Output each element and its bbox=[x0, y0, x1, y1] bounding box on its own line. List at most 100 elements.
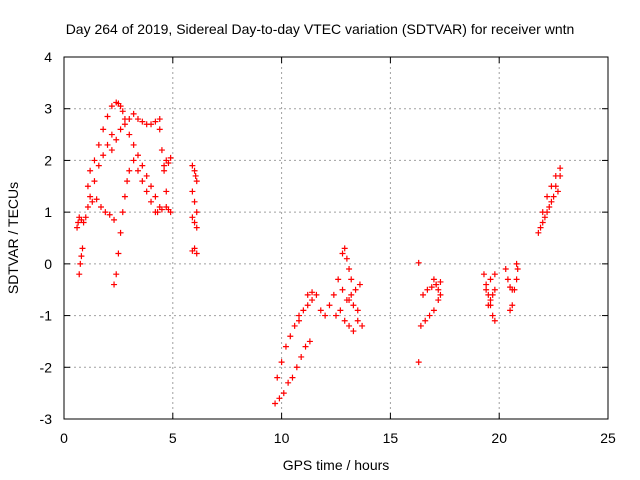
data-point bbox=[117, 103, 124, 110]
y-tick-label: 4 bbox=[44, 49, 52, 65]
data-point bbox=[134, 116, 141, 123]
data-point bbox=[156, 126, 163, 133]
data-point bbox=[309, 297, 316, 304]
data-point bbox=[554, 188, 561, 195]
data-point bbox=[93, 196, 100, 203]
data-point bbox=[339, 250, 346, 257]
data-point bbox=[424, 286, 431, 293]
data-point bbox=[346, 266, 353, 273]
data-point bbox=[514, 266, 521, 273]
data-point bbox=[437, 278, 444, 285]
data-point bbox=[337, 307, 344, 314]
data-point bbox=[537, 224, 544, 231]
data-point bbox=[287, 333, 294, 340]
data-point bbox=[74, 224, 81, 231]
data-point bbox=[426, 312, 433, 319]
data-point bbox=[119, 209, 126, 216]
data-point bbox=[285, 379, 292, 386]
data-point bbox=[502, 266, 509, 273]
data-point bbox=[306, 338, 313, 345]
data-point bbox=[163, 203, 170, 210]
data-point bbox=[189, 162, 196, 169]
data-point bbox=[348, 291, 355, 298]
data-point bbox=[483, 281, 490, 288]
data-point bbox=[139, 162, 146, 169]
data-point bbox=[346, 322, 353, 329]
data-point bbox=[550, 193, 557, 200]
grid bbox=[64, 57, 608, 419]
data-point bbox=[193, 224, 200, 231]
data-point bbox=[193, 250, 200, 257]
data-point bbox=[126, 116, 133, 123]
data-point bbox=[343, 255, 350, 262]
data-point bbox=[189, 214, 196, 221]
data-point bbox=[491, 286, 498, 293]
data-point bbox=[148, 198, 155, 205]
data-point bbox=[80, 219, 87, 226]
data-point bbox=[282, 343, 289, 350]
data-point bbox=[104, 141, 111, 148]
data-point bbox=[143, 172, 150, 179]
data-point bbox=[430, 276, 437, 283]
data-point bbox=[79, 245, 86, 252]
data-point bbox=[276, 395, 283, 402]
data-point bbox=[346, 297, 353, 304]
data-point bbox=[272, 400, 279, 407]
data-point bbox=[126, 167, 133, 174]
data-point bbox=[354, 307, 361, 314]
data-point bbox=[539, 219, 546, 226]
data-point bbox=[298, 353, 305, 360]
data-point bbox=[139, 118, 146, 125]
data-point bbox=[91, 178, 98, 185]
plot-frame bbox=[63, 56, 609, 420]
data-point bbox=[115, 250, 122, 257]
data-point bbox=[156, 116, 163, 123]
data-point bbox=[509, 302, 516, 309]
data-point bbox=[513, 260, 520, 267]
data-point bbox=[113, 136, 120, 143]
data-point bbox=[433, 281, 440, 288]
data-point bbox=[87, 167, 94, 174]
data-point bbox=[167, 209, 174, 216]
data-point bbox=[189, 188, 196, 195]
data-point bbox=[437, 291, 444, 298]
data-point bbox=[130, 110, 137, 117]
data-point bbox=[126, 131, 133, 138]
data-point bbox=[541, 214, 548, 221]
data-point bbox=[341, 245, 348, 252]
data-point bbox=[165, 160, 172, 167]
data-point bbox=[415, 259, 422, 266]
data-point bbox=[84, 203, 91, 210]
data-point bbox=[130, 141, 137, 148]
data-point bbox=[191, 245, 198, 252]
data-point bbox=[487, 297, 494, 304]
data-point bbox=[333, 312, 339, 319]
y-tick-label: 2 bbox=[44, 152, 52, 168]
data-point bbox=[296, 317, 303, 324]
data-point bbox=[335, 276, 342, 283]
data-point bbox=[326, 302, 333, 309]
data-point bbox=[330, 291, 337, 298]
data-point bbox=[100, 152, 107, 159]
data-point bbox=[91, 157, 98, 164]
data-point bbox=[75, 219, 82, 226]
data-point bbox=[274, 374, 281, 381]
data-point bbox=[163, 188, 170, 195]
data-point bbox=[317, 307, 324, 314]
data-point bbox=[535, 229, 542, 236]
data-point bbox=[491, 271, 498, 278]
data-point bbox=[158, 147, 165, 154]
data-point bbox=[111, 281, 118, 288]
data-point bbox=[511, 286, 518, 293]
data-point bbox=[289, 374, 296, 381]
data-point bbox=[489, 312, 496, 319]
data-point bbox=[193, 209, 200, 216]
data-point bbox=[304, 302, 311, 309]
data-point bbox=[544, 193, 551, 200]
data-point bbox=[296, 312, 303, 319]
x-tick-label: 10 bbox=[274, 430, 290, 446]
data-point bbox=[430, 307, 437, 314]
data-point bbox=[548, 198, 555, 205]
chart-title: Day 264 of 2019, Sidereal Day-to-day VTE… bbox=[66, 21, 575, 37]
